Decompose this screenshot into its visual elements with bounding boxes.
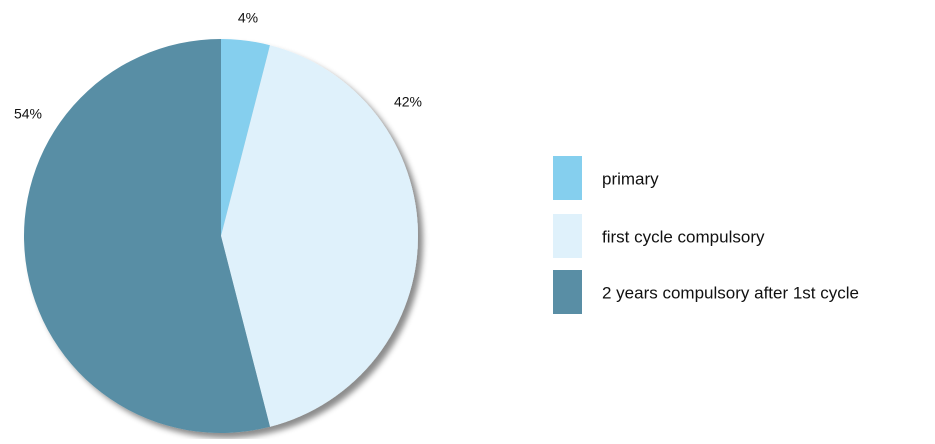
pie-slice [221,45,418,427]
legend-swatch [553,214,582,258]
legend-swatch [553,156,582,200]
legend-swatch [553,270,582,314]
pie-slice [23,39,270,434]
slice-label: 4% [238,10,258,26]
slice-label: 54% [14,106,42,122]
pie-slice [221,39,270,236]
pie [23,39,418,434]
legend-label: first cycle compulsory [602,227,765,246]
legend-label: primary [602,169,659,188]
slice-label: 42% [394,94,422,110]
legend-label: 2 years compulsory after 1st cycle [602,283,859,302]
